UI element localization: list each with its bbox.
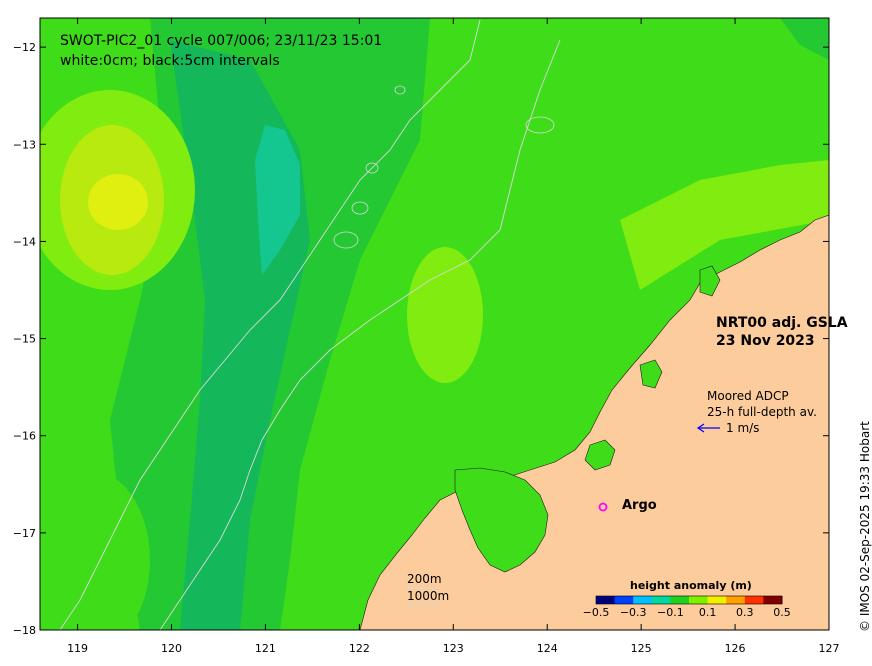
argo-label: Argo (622, 498, 657, 513)
sw-light-anomaly (40, 470, 150, 630)
y-tick-label: −13 (13, 138, 36, 151)
coastal-inlet (639, 359, 663, 389)
sea-light-anomaly-east (620, 160, 829, 290)
colorbar: −0.5 −0.3 −0.1 0.1 0.3 0.5 (583, 577, 794, 625)
x-tick-label: 126 (725, 642, 746, 655)
colorbar-tick-label: −0.5 (583, 606, 610, 619)
colorbar-tick-label: 0.3 (736, 606, 754, 619)
credit-text: © IMOS 02-Sep-2025 19:33 Hobart (858, 421, 872, 632)
product-name: NRT00 adj. GSLA (716, 315, 848, 331)
west-peak-anomaly (88, 174, 148, 230)
adcp-legend: Moored ADCP 25-h full-depth av. (707, 388, 817, 420)
colorbar-title: height anomaly (m) (630, 579, 752, 592)
central-light-anomaly (407, 247, 483, 383)
colorbar-segment (689, 596, 709, 604)
colorbar-segment (633, 596, 653, 604)
x-tick-label: 125 (631, 642, 652, 655)
colorbar-tick-label: −0.1 (657, 606, 684, 619)
title-line-1: SWOT-PIC2_01 cycle 007/006; 23/11/23 15:… (60, 33, 383, 49)
colorbar-tick-label: −0.3 (620, 606, 647, 619)
y-tick-label: −17 (13, 527, 36, 540)
title-line-2: white:0cm; black:5cm intervals (60, 53, 280, 69)
x-tick-label: 122 (349, 642, 370, 655)
adcp-scale-label: 1 m/s (726, 421, 760, 435)
colorbar-tick-label: 0.1 (699, 606, 717, 619)
x-tick-label: 121 (255, 642, 276, 655)
adcp-scale-arrow (696, 423, 720, 433)
colorbar-segment (596, 596, 616, 604)
colorbar-segment (726, 596, 746, 604)
colorbar-segment (651, 596, 671, 604)
coastal-inlet (584, 439, 616, 471)
depth-legend-200: 200m (407, 572, 442, 586)
product-date: 23 Nov 2023 (716, 333, 815, 349)
offshore-islands (333, 85, 555, 249)
y-tick-label: −15 (13, 333, 36, 346)
x-tick-label: 120 (161, 642, 182, 655)
colorbar-segment (614, 596, 634, 604)
map-plot-area: −0.5 −0.3 −0.1 0.1 0.3 0.5 (40, 18, 829, 630)
plot-frame (39, 17, 830, 631)
product-label: NRT00 adj. GSLA 23 Nov 2023 (716, 314, 848, 350)
y-tick-label: −12 (13, 41, 36, 54)
colorbar-segment (707, 596, 727, 604)
depth-contour-200m (59, 19, 481, 630)
sea-lowest-anomaly (255, 125, 300, 275)
x-tick-label: 127 (819, 642, 840, 655)
map-axes: 119 120 121 122 123 124 125 126 127 −12 −13 −14 −15 −… (13, 18, 840, 655)
y-tick-label: −18 (13, 624, 36, 637)
colorbar-tick-label: 0.5 (773, 606, 791, 619)
colorbar-segment (763, 596, 783, 604)
adcp-averaging: 25-h full-depth av. (707, 405, 817, 419)
colorbar-segment (670, 596, 690, 604)
depth-legend-1000: 1000m (407, 589, 450, 603)
argo-marker (598, 502, 608, 512)
colorbar-frame (595, 595, 783, 605)
y-tick-label: −16 (13, 430, 36, 443)
adcp-title: Moored ADCP (707, 389, 789, 403)
y-tick-label: −14 (13, 235, 36, 248)
colorbar-segment (744, 596, 764, 604)
x-tick-label: 119 (67, 642, 88, 655)
coastal-inlet (699, 265, 721, 297)
x-tick-label: 124 (537, 642, 558, 655)
ne-dark-patch (780, 18, 829, 60)
x-tick-label: 123 (443, 642, 464, 655)
depth-contour-1000m (159, 39, 561, 630)
coastal-gulf (454, 467, 549, 573)
